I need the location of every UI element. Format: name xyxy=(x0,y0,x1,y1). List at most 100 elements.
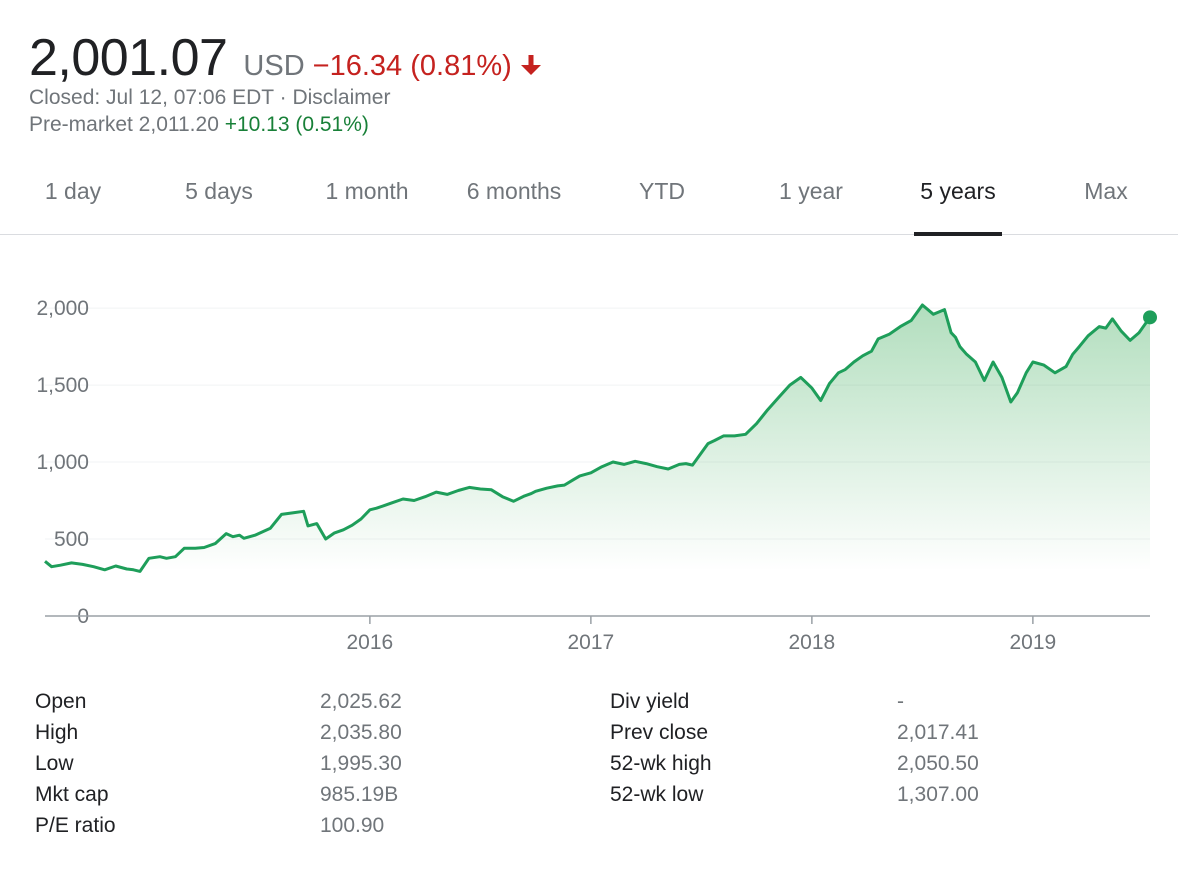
data-point[interactable] xyxy=(533,488,539,494)
data-point[interactable] xyxy=(323,536,329,542)
data-point[interactable] xyxy=(676,461,682,467)
data-point[interactable] xyxy=(374,505,380,511)
data-point[interactable] xyxy=(665,466,671,472)
data-point[interactable] xyxy=(690,462,696,468)
data-point[interactable] xyxy=(705,441,711,447)
data-point[interactable] xyxy=(842,367,848,373)
data-point[interactable] xyxy=(367,507,373,513)
data-point[interactable] xyxy=(555,483,561,489)
data-point[interactable] xyxy=(349,522,355,528)
data-point[interactable] xyxy=(1070,351,1076,357)
data-point[interactable] xyxy=(314,521,320,527)
data-point[interactable] xyxy=(599,464,605,470)
data-point[interactable] xyxy=(743,431,749,437)
data-point[interactable] xyxy=(1023,370,1029,376)
data-point[interactable] xyxy=(433,489,439,495)
data-point[interactable] xyxy=(908,317,914,323)
data-point[interactable] xyxy=(818,397,824,403)
data-point[interactable] xyxy=(181,545,187,551)
data-point[interactable] xyxy=(990,359,996,365)
tab-1-year[interactable]: 1 year xyxy=(779,178,843,204)
data-point[interactable] xyxy=(953,334,959,340)
data-point[interactable] xyxy=(444,491,450,497)
data-point[interactable] xyxy=(172,554,178,560)
tab-5-days[interactable]: 5 days xyxy=(185,178,253,204)
data-point[interactable] xyxy=(422,494,428,500)
data-point[interactable] xyxy=(499,494,505,500)
data-point[interactable] xyxy=(643,461,649,467)
tab-max[interactable]: Max xyxy=(1084,178,1128,204)
data-point[interactable] xyxy=(522,493,528,499)
data-point[interactable] xyxy=(1103,325,1109,331)
data-point[interactable] xyxy=(124,566,130,572)
data-point[interactable] xyxy=(49,564,55,570)
data-point[interactable] xyxy=(1076,344,1082,350)
data-point[interactable] xyxy=(897,324,903,330)
data-point[interactable] xyxy=(80,561,86,567)
data-point[interactable] xyxy=(455,488,461,494)
data-point[interactable] xyxy=(972,359,978,365)
data-point[interactable] xyxy=(157,554,163,560)
data-point[interactable] xyxy=(340,527,346,533)
data-point[interactable] xyxy=(301,508,307,514)
data-point[interactable] xyxy=(511,498,517,504)
data-point[interactable] xyxy=(267,525,273,531)
data-point[interactable] xyxy=(683,461,689,467)
data-point[interactable] xyxy=(1136,330,1142,336)
data-point[interactable] xyxy=(278,511,284,517)
data-point[interactable] xyxy=(570,477,576,483)
data-point[interactable] xyxy=(466,484,472,490)
data-point[interactable] xyxy=(1008,399,1014,405)
data-point[interactable] xyxy=(102,567,108,573)
data-point[interactable] xyxy=(113,563,119,569)
data-point[interactable] xyxy=(654,464,660,470)
data-point[interactable] xyxy=(223,531,229,537)
data-point[interactable] xyxy=(561,482,567,488)
data-point[interactable] xyxy=(919,302,925,308)
data-point[interactable] xyxy=(477,486,483,492)
data-point[interactable] xyxy=(869,348,875,354)
data-point[interactable] xyxy=(192,545,198,551)
data-point[interactable] xyxy=(1109,316,1115,322)
tab-ytd[interactable]: YTD xyxy=(639,178,685,204)
data-point[interactable] xyxy=(42,558,48,564)
data-point[interactable] xyxy=(827,381,833,387)
data-point[interactable] xyxy=(1118,328,1124,334)
data-point[interactable] xyxy=(720,433,726,439)
data-point[interactable] xyxy=(712,437,718,443)
data-point[interactable] xyxy=(241,535,247,541)
data-point[interactable] xyxy=(860,353,866,359)
data-point[interactable] xyxy=(389,500,395,506)
tab-6-months[interactable]: 6 months xyxy=(466,178,562,204)
disclaimer-link[interactable]: Disclaimer xyxy=(292,86,391,109)
data-point[interactable] xyxy=(305,523,311,529)
data-point[interactable] xyxy=(332,530,338,536)
data-point[interactable] xyxy=(164,555,170,561)
data-point[interactable] xyxy=(212,541,218,547)
data-point[interactable] xyxy=(1041,362,1047,368)
data-point[interactable] xyxy=(577,473,583,479)
data-point[interactable] xyxy=(411,498,417,504)
data-point[interactable] xyxy=(632,458,638,464)
data-point[interactable] xyxy=(400,496,406,502)
data-point[interactable] xyxy=(252,532,258,538)
data-point[interactable] xyxy=(91,564,97,570)
data-point[interactable] xyxy=(1052,370,1058,376)
data-point[interactable] xyxy=(930,311,936,317)
tab-5-years[interactable]: 5 years xyxy=(914,160,1002,236)
data-point[interactable] xyxy=(732,433,738,439)
data-point[interactable] xyxy=(698,450,704,456)
data-point[interactable] xyxy=(1030,359,1036,365)
data-point[interactable] xyxy=(610,459,616,465)
data-point[interactable] xyxy=(358,516,364,522)
data-point[interactable] xyxy=(621,461,627,467)
data-point[interactable] xyxy=(230,534,236,540)
data-point[interactable] xyxy=(941,307,947,313)
data-point[interactable] xyxy=(886,331,892,337)
data-point[interactable] xyxy=(765,407,771,413)
data-point[interactable] xyxy=(957,344,963,350)
data-point[interactable] xyxy=(1085,333,1091,339)
data-point[interactable] xyxy=(981,377,987,383)
data-point[interactable] xyxy=(964,351,970,357)
